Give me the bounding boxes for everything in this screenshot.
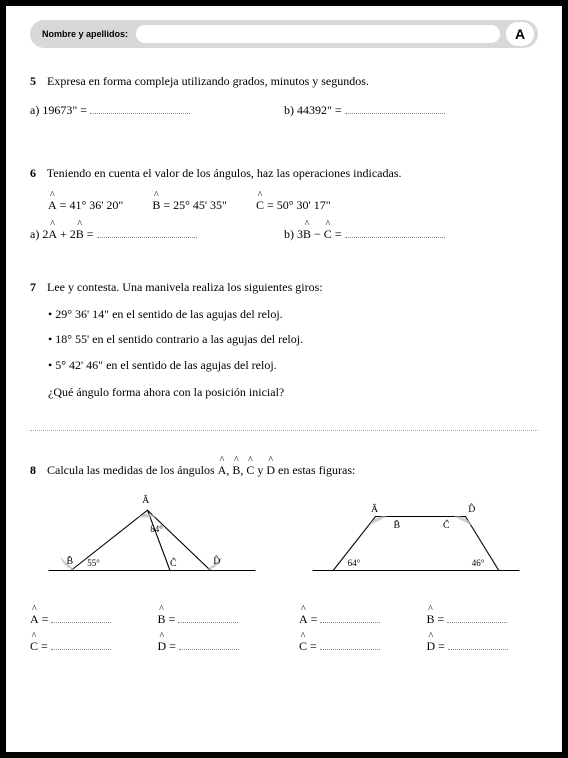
fig1-B: B̂ xyxy=(67,554,74,567)
hat-a-icon: A xyxy=(48,225,57,244)
fig1-55: 55° xyxy=(87,558,100,568)
hat-b-icon: B xyxy=(76,225,84,244)
q6-text: Teniendo en cuenta el valor de los ángul… xyxy=(47,166,402,180)
fig2-B: B̂ xyxy=(394,518,401,531)
hat-c-icon: C xyxy=(256,196,264,215)
hat-c-icon: C xyxy=(324,225,332,244)
hat-b-icon: B xyxy=(427,610,435,629)
q8-f2-d[interactable] xyxy=(448,638,508,650)
hat-d-icon: D xyxy=(158,637,167,656)
fig1-84: 84° xyxy=(150,524,163,534)
question-8: 8 Calcula las medidas de los ángulos A, … xyxy=(30,461,538,657)
fig1-C: Ĉ xyxy=(170,557,177,569)
q6-a-blank[interactable] xyxy=(97,226,197,238)
q7-question: ¿Qué ángulo forma ahora con la posición … xyxy=(48,383,538,402)
q7-list: 29° 36' 14" en el sentido de las agujas … xyxy=(48,305,538,375)
q8-f1-c[interactable] xyxy=(51,638,111,650)
q6-b-blank[interactable] xyxy=(345,226,445,238)
q8-f1-a[interactable] xyxy=(51,611,111,623)
fig2-C: Ĉ xyxy=(443,519,450,531)
question-7: 7 Lee y contesta. Una manivela realiza l… xyxy=(30,278,538,431)
hat-a-icon: A xyxy=(218,461,227,480)
q6-b: b) 3B − C = xyxy=(284,225,538,244)
q8-f2-c[interactable] xyxy=(320,638,380,650)
fig2-A: Â xyxy=(371,503,379,515)
q5-b-blank[interactable] xyxy=(345,102,445,114)
fig2-46: 46° xyxy=(472,558,485,568)
header-bar: Nombre y apellidos: A xyxy=(30,20,538,48)
hat-b-icon: B xyxy=(232,461,240,480)
q5-num: 5 xyxy=(30,72,44,91)
q7-answer-line[interactable] xyxy=(30,430,538,431)
q5-a-label: a) 19673" = xyxy=(30,103,87,117)
fig2-64: 64° xyxy=(348,558,361,568)
worksheet-page: Nombre y apellidos: A 5 Expresa en forma… xyxy=(0,0,568,758)
q8-num: 8 xyxy=(30,461,44,480)
hat-b-icon: B xyxy=(158,610,166,629)
fig1-D: D̂ xyxy=(213,554,220,567)
q7-text: Lee y contesta. Una manivela realiza los… xyxy=(47,280,323,294)
fig1-A: Â xyxy=(142,494,150,506)
q6-def-a: A = 41° 36' 20" xyxy=(48,196,123,215)
q7-b1: 29° 36' 14" en el sentido de las agujas … xyxy=(48,305,538,324)
hat-c-icon: C xyxy=(30,637,38,656)
hat-d-icon: D xyxy=(427,637,436,656)
hat-b-icon: B xyxy=(152,196,160,215)
hat-a-icon: A xyxy=(299,610,308,629)
q6-def-b: B = 25° 45' 35" xyxy=(152,196,227,215)
q6-a: a) 2A + 2B = xyxy=(30,225,284,244)
hat-d-icon: D xyxy=(266,461,275,480)
question-6: 6 Teniendo en cuenta el valor de los áng… xyxy=(30,164,538,244)
figure-2: Â B̂ Ĉ D̂ 64° 46° xyxy=(294,494,538,590)
q6-num: 6 xyxy=(30,164,44,183)
q5-text: Expresa en forma compleja utilizando gra… xyxy=(47,74,369,88)
hat-c-icon: C xyxy=(246,461,254,480)
figure-1: Â B̂ Ĉ D̂ 84° 55° xyxy=(30,494,274,590)
hat-a-icon: A xyxy=(30,610,39,629)
q8-f1-b[interactable] xyxy=(178,611,238,623)
name-label: Nombre y apellidos: xyxy=(42,29,128,39)
q8-f2-b[interactable] xyxy=(447,611,507,623)
q8-f2-a[interactable] xyxy=(320,611,380,623)
fig2-D: D̂ xyxy=(468,502,475,515)
q7-b2: 18° 55' en el sentido contrario a las ag… xyxy=(48,330,538,349)
name-field[interactable] xyxy=(136,25,500,43)
q7-num: 7 xyxy=(30,278,44,297)
q7-b3: 5° 42' 46" en el sentido de las agujas d… xyxy=(48,356,538,375)
q6-def-c: C = 50° 30' 17" xyxy=(256,196,331,215)
q5-a-blank[interactable] xyxy=(90,102,190,114)
hat-c-icon: C xyxy=(299,637,307,656)
q5-b-label: b) 44392" = xyxy=(284,103,342,117)
worksheet-letter: A xyxy=(506,22,534,46)
q8-f1-d[interactable] xyxy=(179,638,239,650)
q8-answers: A = B = A = B = C = D = C = D = xyxy=(30,610,538,656)
hat-b-icon: B xyxy=(303,225,311,244)
hat-a-icon: A xyxy=(48,196,57,215)
question-5: 5 Expresa en forma compleja utilizando g… xyxy=(30,72,538,120)
